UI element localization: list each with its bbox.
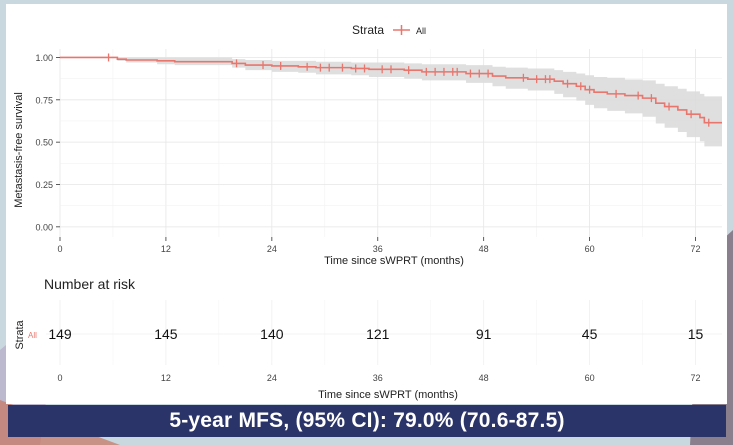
censor-marks [107, 53, 710, 127]
legend-title: Strata [352, 23, 384, 37]
legend-label: All [416, 26, 426, 36]
risk-x-tick-label-0: 0 [57, 373, 62, 383]
risk-x-tick-label-6: 72 [691, 373, 701, 383]
y-tick-label-3: 0.75 [35, 95, 53, 105]
risk-count-72: 15 [688, 326, 704, 342]
risk-x-tick-label-5: 60 [585, 373, 595, 383]
risk-x-ticks: 0 12 24 36 48 60 72 [57, 373, 700, 383]
y-axis-ticks: 0.00 0.25 0.50 0.75 1.00 [35, 53, 60, 232]
y-tick-label-1: 0.25 [35, 180, 53, 190]
risk-count-12: 145 [154, 326, 178, 342]
x-tick-label-4: 48 [479, 244, 489, 254]
risk-table-title: Number at risk [44, 276, 136, 292]
x-tick-label-2: 24 [267, 244, 277, 254]
risk-count-24: 140 [260, 326, 284, 342]
legend: Strata All [352, 23, 426, 37]
chart-panel: Strata All 0.00 0.25 0.50 0.75 1.00 0 12 24 36 4… [6, 4, 727, 404]
risk-counts: 149 145 140 121 91 45 15 [48, 326, 703, 342]
x-tick-label-5: 60 [585, 244, 595, 254]
risk-table-grid [46, 300, 722, 365]
confidence-band [60, 57, 722, 147]
plot-grid [59, 49, 722, 237]
risk-x-tick-label-1: 12 [161, 373, 171, 383]
risk-x-tick-label-3: 36 [373, 373, 383, 383]
risk-count-36: 121 [366, 326, 390, 342]
x-axis-label: Time since sWPRT (months) [324, 255, 464, 267]
risk-count-60: 45 [582, 326, 598, 342]
risk-count-0: 149 [48, 326, 72, 342]
y-tick-label-0: 0.00 [35, 222, 53, 232]
x-tick-label-3: 36 [373, 244, 383, 254]
km-chart: Strata All 0.00 0.25 0.50 0.75 1.00 0 12 24 36 4… [13, 23, 722, 401]
x-tick-label-0: 0 [57, 244, 62, 254]
risk-x-tick-label-4: 48 [479, 373, 489, 383]
summary-banner: 5-year MFS, (95% CI): 79.0% (70.6-87.5) [8, 405, 726, 437]
x-tick-label-6: 72 [691, 244, 701, 254]
risk-row-label: All [28, 331, 37, 340]
survival-line [60, 56, 722, 124]
risk-x-axis-label: Time since sWPRT (months) [318, 389, 458, 401]
y-axis-label: Metastasis-free survival [13, 92, 25, 208]
x-axis-ticks: 0 12 24 36 48 60 72 [57, 237, 701, 254]
risk-count-48: 91 [476, 326, 492, 342]
risk-strata-label: Strata [14, 319, 26, 349]
y-tick-label-2: 0.50 [35, 138, 53, 148]
x-tick-label-1: 12 [161, 244, 171, 254]
y-tick-label-4: 1.00 [35, 53, 53, 63]
risk-x-tick-label-2: 24 [267, 373, 277, 383]
